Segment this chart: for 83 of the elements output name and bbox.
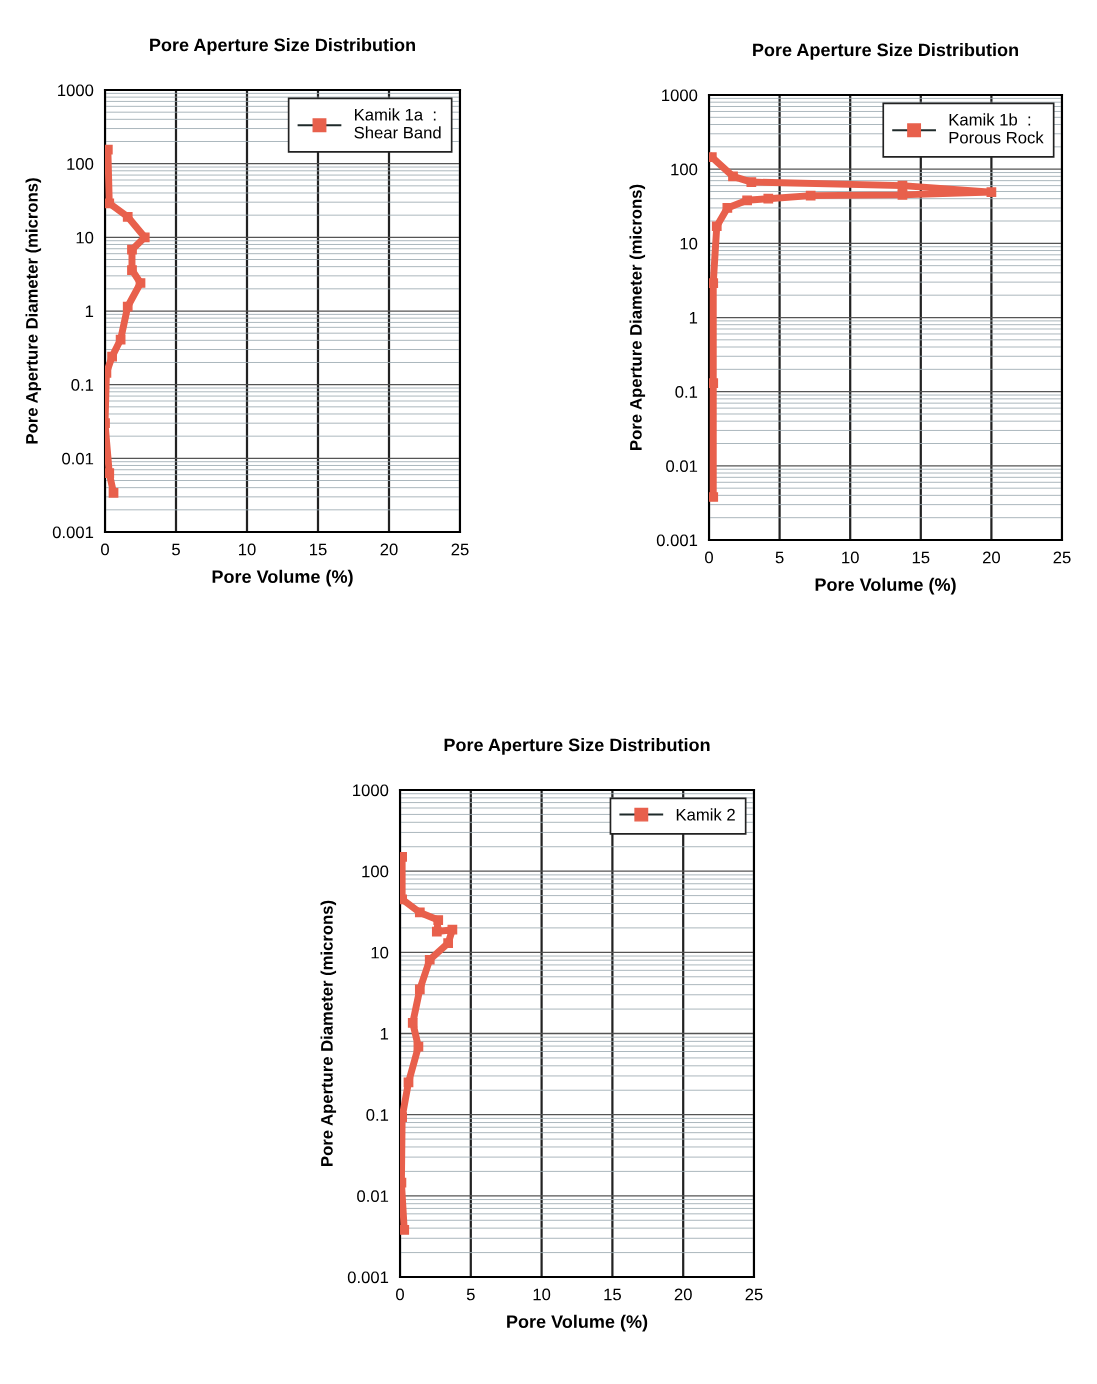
point bbox=[742, 195, 752, 206]
y-tick-label: 1000 bbox=[58, 84, 94, 97]
point bbox=[400, 1225, 410, 1235]
point bbox=[805, 190, 816, 201]
y-tick-label: 1 bbox=[380, 1028, 389, 1040]
x-tick-label: 5 bbox=[172, 543, 180, 556]
point bbox=[728, 171, 738, 182]
y-tick-label: 1 bbox=[689, 312, 698, 324]
point bbox=[107, 351, 117, 362]
x-tick-label: 0 bbox=[101, 543, 109, 556]
point bbox=[105, 144, 113, 155]
point bbox=[424, 954, 435, 965]
x-tick-label: 10 bbox=[533, 1288, 551, 1301]
point bbox=[135, 278, 146, 288]
chart-title: Pore Aperture Size Distribution bbox=[444, 738, 710, 755]
y-tick-label: 0.1 bbox=[71, 379, 94, 391]
point bbox=[746, 177, 757, 187]
point bbox=[139, 232, 150, 243]
point bbox=[122, 301, 133, 312]
x-tick-label: 25 bbox=[451, 543, 469, 556]
point bbox=[407, 1018, 418, 1028]
y-tick-label: 0.001 bbox=[656, 534, 698, 547]
point bbox=[433, 915, 444, 925]
x-tick-label: 15 bbox=[912, 551, 930, 564]
x-tick-label: 0 bbox=[396, 1288, 404, 1301]
x-tick-label: 20 bbox=[982, 551, 1001, 564]
point bbox=[108, 487, 119, 498]
y-tick-label: 0.1 bbox=[675, 386, 698, 398]
point bbox=[443, 938, 454, 948]
y-axis-title: Pore Aperture Diameter (microns) bbox=[25, 178, 42, 444]
x-tick-label: 20 bbox=[380, 543, 398, 556]
x-tick-label: 15 bbox=[310, 543, 327, 556]
point bbox=[711, 221, 722, 232]
point bbox=[986, 187, 997, 198]
y-tick-label: 10 bbox=[680, 237, 698, 250]
point bbox=[709, 378, 719, 389]
legend-label: Kamik 1a : Shear Band bbox=[354, 108, 441, 139]
y-tick-label: 10 bbox=[76, 231, 94, 244]
y-tick-label: 0.01 bbox=[666, 460, 698, 473]
x-tick-label: 5 bbox=[466, 1288, 475, 1301]
legend-label: Kamik 1b : Porous Rock bbox=[949, 113, 1044, 144]
x-axis-title: Pore Volume (%) bbox=[507, 1314, 648, 1332]
point bbox=[763, 193, 774, 204]
chart-title: Pore Aperture Size Distribution bbox=[753, 43, 1018, 60]
point bbox=[127, 244, 137, 255]
y-axis-title: Pore Aperture Diameter (microns) bbox=[320, 900, 337, 1166]
x-tick-label: 25 bbox=[745, 1288, 763, 1301]
y-tick-label: 1000 bbox=[353, 784, 389, 797]
y-tick-label: 0.001 bbox=[347, 1271, 389, 1284]
x-tick-label: 10 bbox=[842, 551, 859, 564]
y-tick-label: 10 bbox=[371, 946, 389, 959]
x-axis-title: Pore Volume (%) bbox=[815, 577, 956, 595]
y-tick-label: 0.01 bbox=[357, 1190, 389, 1203]
y-axis-title: Pore Aperture Diameter (microns) bbox=[629, 184, 646, 450]
point bbox=[127, 265, 137, 275]
point bbox=[722, 203, 733, 213]
point bbox=[709, 492, 719, 502]
y-tick-label: 0.001 bbox=[52, 526, 94, 539]
legend-label: Kamik 2 bbox=[676, 808, 735, 821]
y-tick-label: 1 bbox=[85, 305, 94, 318]
point bbox=[105, 198, 115, 209]
x-tick-label: 0 bbox=[705, 551, 713, 564]
point bbox=[897, 190, 908, 200]
x-tick-label: 10 bbox=[239, 543, 256, 556]
y-tick-label: 100 bbox=[362, 865, 389, 878]
y-tick-label: 1000 bbox=[662, 89, 698, 102]
x-tick-label: 25 bbox=[1053, 551, 1071, 564]
point bbox=[447, 924, 458, 935]
x-tick-label: 15 bbox=[604, 1288, 621, 1301]
point bbox=[122, 211, 133, 222]
point bbox=[709, 278, 719, 289]
chart-title: Pore Aperture Size Distribution bbox=[150, 38, 415, 55]
y-tick-label: 100 bbox=[671, 163, 698, 176]
point bbox=[414, 984, 425, 995]
x-tick-label: 5 bbox=[775, 551, 784, 564]
point bbox=[431, 926, 442, 937]
point bbox=[105, 468, 115, 478]
x-axis-title: Pore Volume (%) bbox=[212, 569, 353, 587]
x-tick-label: 20 bbox=[674, 1288, 692, 1301]
y-tick-label: 100 bbox=[67, 158, 94, 170]
point bbox=[414, 907, 425, 918]
y-tick-label: 0.1 bbox=[366, 1109, 389, 1121]
y-tick-label: 0.01 bbox=[62, 452, 94, 465]
